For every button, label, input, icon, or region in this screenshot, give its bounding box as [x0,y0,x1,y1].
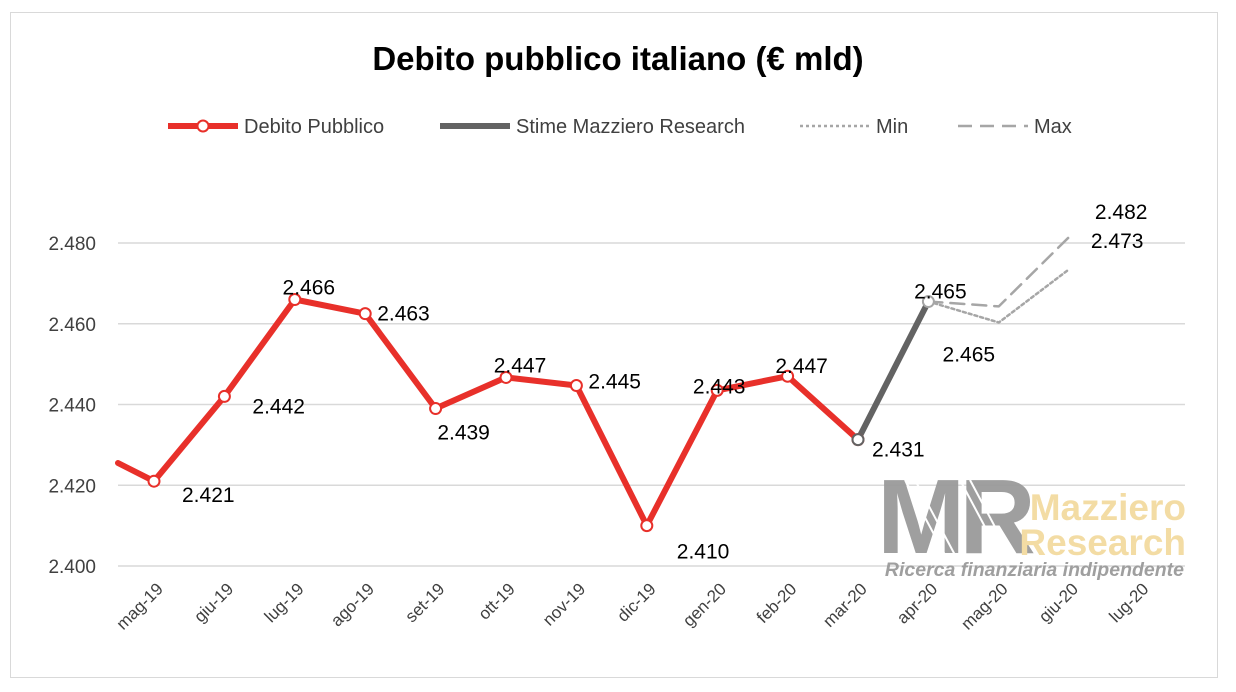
logo-line1: Mazziero [1030,487,1186,528]
debito-point [429,402,443,416]
data-label: 2.443 [693,375,746,398]
legend-label: Max [1034,116,1072,138]
mazziero-research-logo: MR Mazziero Research Ricerca finanziaria… [877,458,1186,581]
y-tick-label: 2.440 [48,396,96,417]
debito-point [217,389,231,403]
legend-item: Max [958,116,1072,138]
x-tick-label: feb-20 [753,579,801,627]
logo-tagline: Ricerca finanziaria indipendente [885,559,1184,581]
x-tick-label: ago-19 [327,579,378,630]
series-stime-line [855,298,932,443]
data-label: 2.463 [377,303,430,326]
data-label: 2.431 [872,439,925,462]
data-label: 2.465 [914,281,967,304]
x-tick-label: apr-20 [893,579,941,627]
debito-point [781,369,795,383]
x-tick-label: ott-19 [475,579,519,623]
data-label: 2.482 [1095,201,1148,224]
y-tick-label: 2.400 [48,557,96,578]
data-label: 2.439 [437,422,490,445]
legend-label: Stime Mazziero Research [516,116,745,138]
series-layer [115,235,1071,533]
debito-point [147,474,161,488]
data-label: 2.473 [1091,230,1144,253]
data-label: 2.466 [283,277,336,300]
x-tick-label: gen-20 [679,579,730,630]
data-label: 2.465 [943,344,996,367]
y-tick-label: 2.460 [48,315,96,336]
x-tick-label: mar-20 [819,579,871,631]
x-tick-label: lug-19 [261,579,308,626]
stime-point [921,295,935,309]
x-axis: mag-19 giu-19 lug-19 ago-19 set-19 ott-19 nov-… [113,579,1153,633]
data-label: 2.410 [677,541,730,564]
data-label: 2.421 [182,484,235,507]
debito-point [288,293,302,307]
data-label: 2.442 [252,395,305,418]
debito-point [640,519,654,533]
y-axis: 2.400 2.420 2.440 2.460 2.480 [48,234,96,578]
chart-title: Debito pubblico italiano (€ mld) [372,40,864,77]
x-tick-label: giu-20 [1035,579,1082,626]
x-tick-label: mag-19 [113,579,167,633]
series-max-line [927,235,1071,308]
legend-label: Min [876,116,908,138]
x-tick-label: giu-19 [190,579,237,626]
y-tick-label: 2.420 [48,476,96,497]
legend-item: Min [800,116,908,138]
data-label: 2.445 [588,371,641,394]
legend: Debito Pubblico Stime Mazziero Research Mi… [168,116,1072,138]
x-tick-label: dic-19 [613,579,659,625]
debito-point [499,370,513,384]
logo-initials: MR [877,458,1034,576]
data-label: 2.447 [494,354,547,377]
series-debito-line [115,296,861,529]
x-tick-label: mag-20 [957,579,1011,633]
legend-label: Debito Pubblico [244,116,384,138]
legend-marker [196,119,210,133]
logo-hatching-icon [904,479,1011,556]
series-min-line [927,267,1071,324]
data-labels: 2.421 2.442 2.466 2.463 2.439 2.447 2.445 2.410… [182,201,1147,564]
debito-point [710,383,724,397]
data-label: 2.447 [775,355,828,378]
y-tick-label: 2.480 [48,234,96,255]
legend-item: Debito Pubblico [168,116,384,138]
legend-item: Stime Mazziero Research [440,116,745,138]
x-tick-label: nov-19 [539,579,589,629]
logo-line2: Research [1019,522,1186,563]
debito-point [569,379,583,393]
debito-point [358,307,372,321]
stime-point [851,433,865,447]
x-tick-label: set-19 [402,579,449,626]
gridlines [118,242,1185,567]
x-tick-label: lug-20 [1106,579,1153,626]
